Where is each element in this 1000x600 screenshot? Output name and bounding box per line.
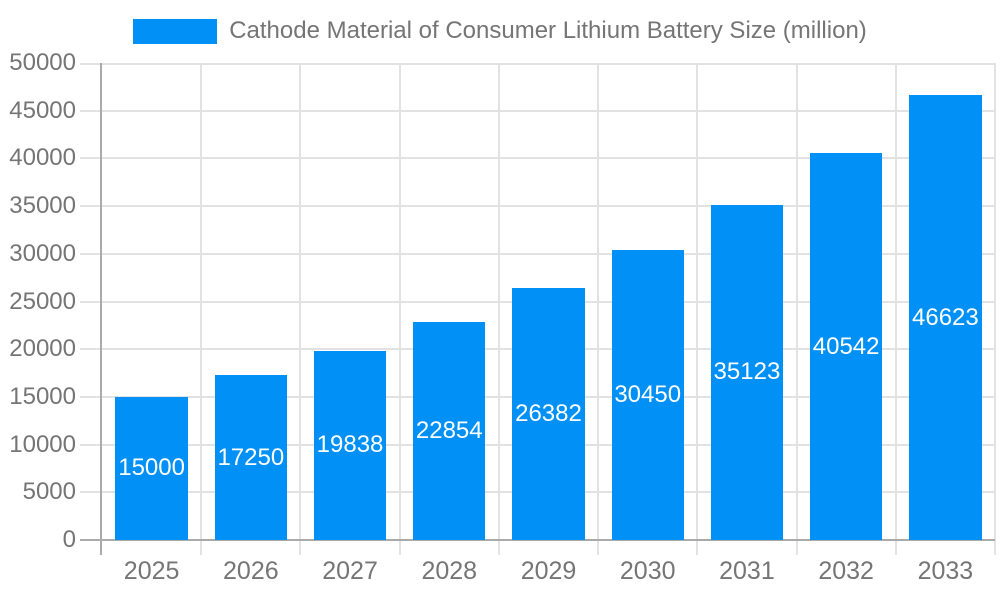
- x-tick-label: 2026: [223, 557, 279, 585]
- plot-area: 0 5000 10000 15000 20000 25000 30000 35000 40000…: [9, 51, 996, 584]
- legend[interactable]: Cathode Material of Consumer Lithium Bat…: [0, 18, 1000, 44]
- h-gridline: [80, 252, 995, 255]
- bar[interactable]: 15000: [115, 396, 188, 540]
- y-tick-label: 15000: [9, 382, 76, 410]
- bar-value-label: 17250: [217, 443, 285, 471]
- v-gridline: [696, 63, 699, 555]
- y-tick-label: 35000: [9, 192, 76, 220]
- v-gridline: [398, 63, 401, 555]
- y-tick-label: 45000: [9, 96, 76, 124]
- bar-value-label: 15000: [118, 454, 185, 482]
- legend-swatch-icon: [133, 18, 218, 44]
- bar-value-label: 22854: [415, 416, 483, 444]
- h-gridline: [80, 157, 995, 160]
- bar-value-label: 19838: [316, 431, 384, 459]
- bar[interactable]: 17250: [214, 375, 288, 540]
- v-gridline: [497, 63, 500, 555]
- y-tick-label: 50000: [9, 49, 76, 76]
- bar[interactable]: 30450: [611, 249, 684, 540]
- v-gridline: [894, 63, 897, 555]
- x-tick-label: 2033: [917, 557, 974, 585]
- bar[interactable]: 26382: [512, 288, 585, 540]
- bar-value-label: 40542: [812, 332, 880, 360]
- x-tick-label: 2027: [322, 557, 378, 585]
- h-gridline: [80, 205, 995, 208]
- y-tick-label: 0: [62, 526, 76, 553]
- x-axis-line: [80, 539, 995, 541]
- y-axis-line: [100, 63, 102, 555]
- x-tick-label: 2025: [123, 557, 180, 585]
- bar[interactable]: 35123: [710, 204, 784, 540]
- v-gridline: [200, 63, 203, 555]
- x-tick-label: 2031: [719, 557, 775, 585]
- v-gridline: [994, 63, 996, 555]
- bar-value-label: 26382: [515, 400, 582, 428]
- y-tick-label: 10000: [9, 430, 76, 458]
- bar[interactable]: 40542: [809, 153, 883, 540]
- bar[interactable]: 19838: [313, 350, 387, 540]
- x-tick-label: 2030: [619, 557, 676, 585]
- v-gridline: [597, 63, 600, 555]
- y-tick-label: 30000: [9, 239, 76, 267]
- x-tick-label: 2032: [818, 557, 874, 585]
- y-tick-label: 20000: [9, 335, 76, 363]
- bar-value-label: 35123: [713, 358, 781, 386]
- y-tick-label: 40000: [9, 144, 76, 172]
- y-tick-label: 5000: [22, 478, 76, 506]
- y-tick-label: 25000: [9, 287, 76, 315]
- h-gridline: [80, 63, 995, 65]
- bar-value-label: 46623: [912, 303, 979, 331]
- h-gridline: [80, 109, 995, 112]
- bar-value-label: 30450: [614, 380, 682, 408]
- v-gridline: [299, 63, 302, 555]
- legend-label: Cathode Material of Consumer Lithium Bat…: [229, 17, 867, 44]
- v-gridline: [795, 63, 798, 555]
- bar[interactable]: 46623: [909, 95, 982, 540]
- bar[interactable]: 22854: [413, 321, 486, 540]
- x-tick-label: 2028: [421, 557, 478, 585]
- x-tick-label: 2029: [520, 557, 577, 585]
